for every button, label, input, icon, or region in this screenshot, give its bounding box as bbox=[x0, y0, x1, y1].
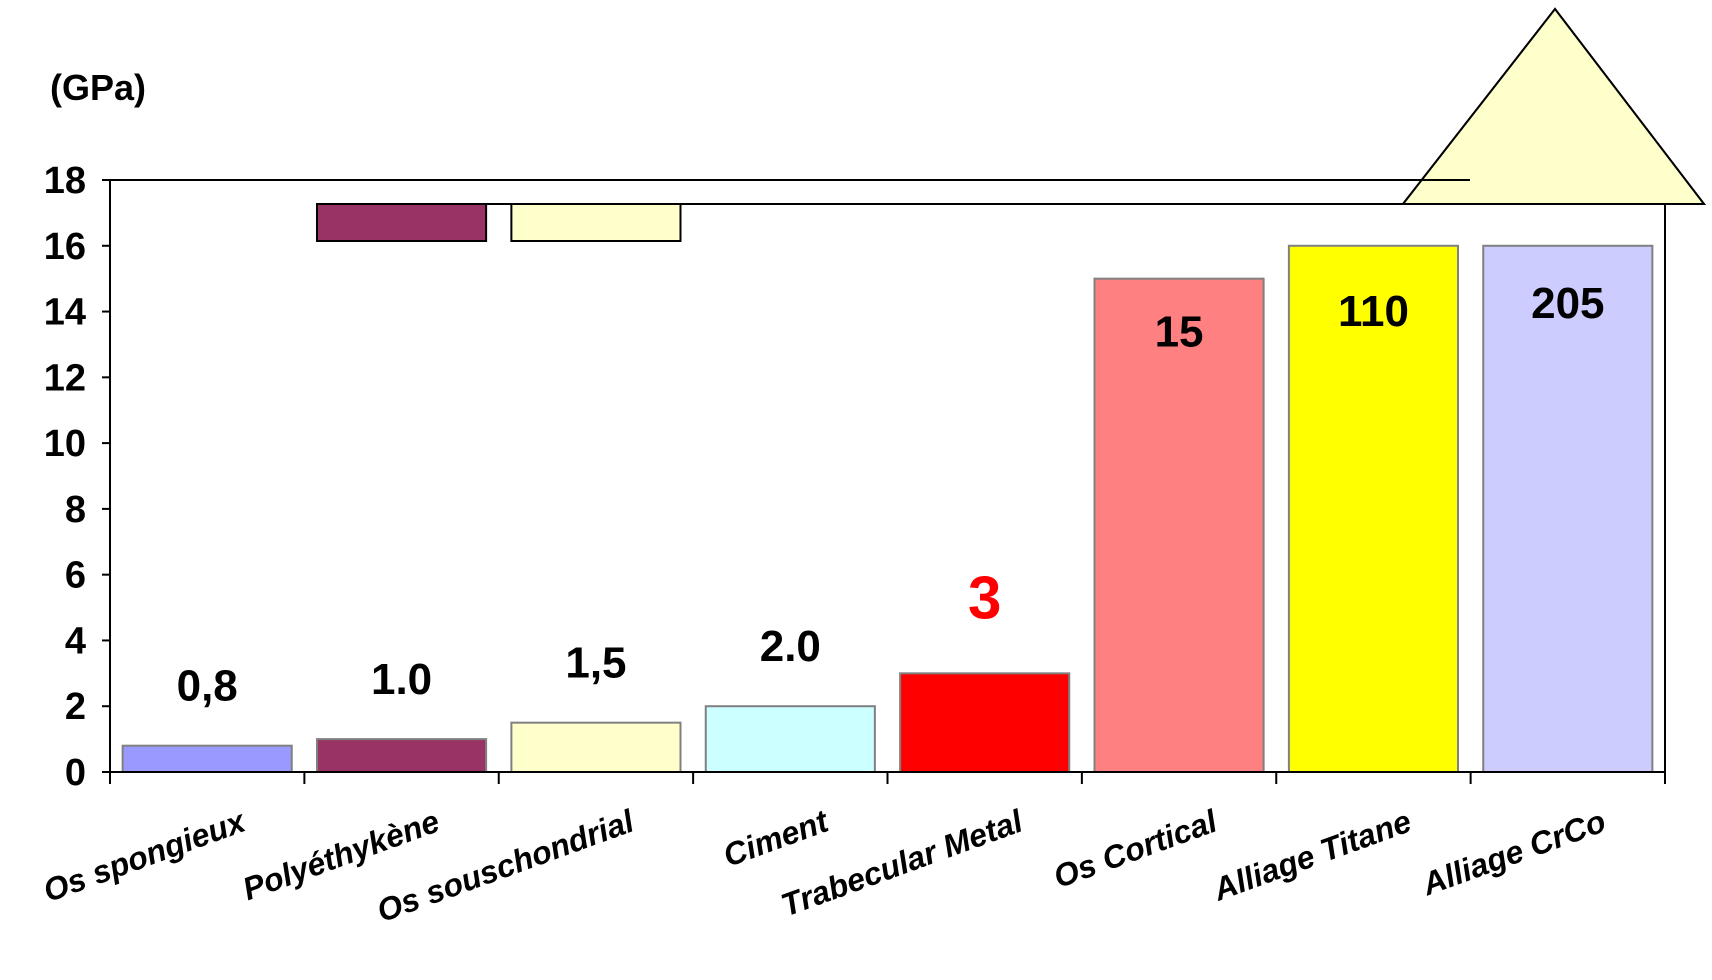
value-label-0: 0,8 bbox=[177, 662, 238, 711]
value-label-6: 110 bbox=[1338, 287, 1409, 336]
y-tick-label: 12 bbox=[44, 357, 86, 399]
category-label-7: Alliage CrCo bbox=[1417, 803, 1611, 903]
y-tick-label: 10 bbox=[44, 423, 86, 465]
bar-7 bbox=[1482, 244, 1654, 773]
bar-4 bbox=[899, 672, 1071, 773]
y-tick-label: 2 bbox=[65, 686, 86, 728]
value-label-7: 205 bbox=[1531, 279, 1604, 328]
value-label-1: 1.0 bbox=[371, 655, 432, 704]
y-tick-label: 4 bbox=[65, 620, 86, 662]
category-label-3: Ciment bbox=[718, 802, 833, 873]
category-label-5: Os Cortical bbox=[1049, 802, 1223, 895]
bar-5 bbox=[1093, 277, 1265, 773]
bar-1 bbox=[316, 738, 488, 773]
overflow-arrow-2 bbox=[510, 7, 1707, 242]
overflow-arrows bbox=[316, 7, 1707, 242]
y-unit-label: (GPa) bbox=[50, 67, 146, 108]
axes: 0 2 4 6 8 10 12 14 16 18 bbox=[44, 160, 1666, 794]
value-label-5: 15 bbox=[1155, 308, 1204, 357]
bar-2 bbox=[510, 721, 682, 774]
value-label-2: 1,5 bbox=[565, 639, 626, 688]
bar-0 bbox=[121, 744, 293, 774]
y-tick-label: 14 bbox=[44, 292, 86, 334]
y-tick-label: 6 bbox=[65, 555, 86, 597]
category-label-6: Alliage Titane bbox=[1208, 803, 1416, 908]
bar-3 bbox=[704, 705, 876, 774]
y-tick-label: 18 bbox=[44, 160, 86, 202]
category-label-0: Os spongieux bbox=[38, 802, 250, 909]
value-label-3: 2.0 bbox=[760, 622, 821, 671]
bars bbox=[121, 244, 1654, 774]
y-tick-label: 16 bbox=[44, 226, 86, 268]
value-label-4: 3 bbox=[968, 564, 1001, 631]
y-tick-label: 0 bbox=[65, 752, 86, 794]
y-tick-label: 8 bbox=[65, 489, 86, 531]
